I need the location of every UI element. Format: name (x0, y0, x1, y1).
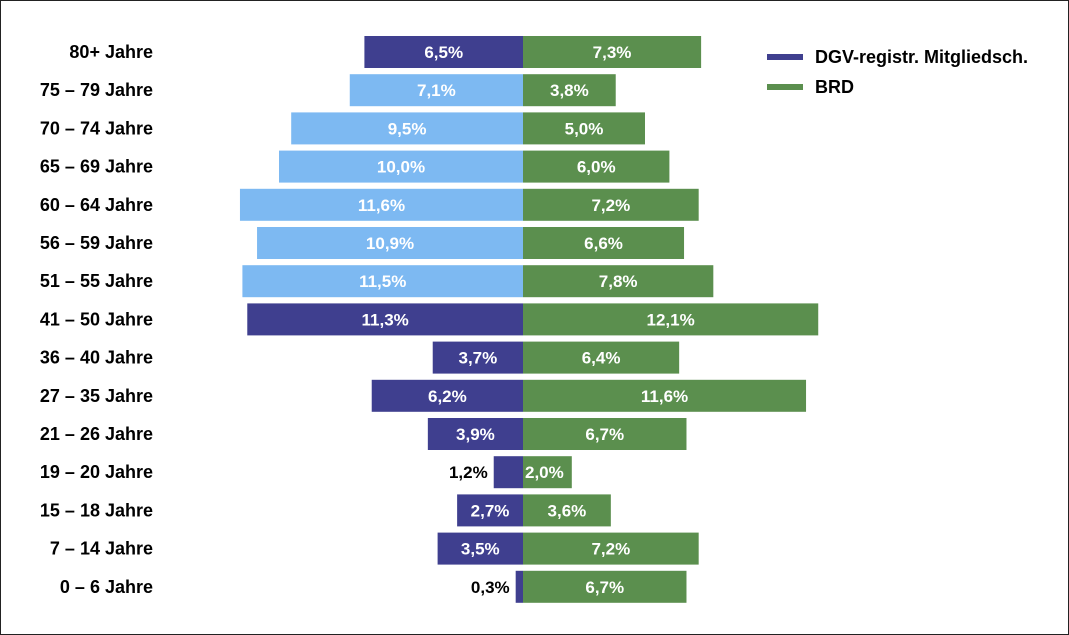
bar-left (247, 303, 523, 336)
series-left-bars (239, 36, 523, 603)
bar-left (493, 456, 523, 489)
category-label: 80+ Jahre (69, 42, 153, 62)
data-label-right: 7,2% (591, 540, 630, 559)
data-label-left: 1,2% (449, 463, 488, 482)
bar-left (457, 494, 523, 527)
bar-left (257, 227, 523, 259)
bar-left (427, 418, 523, 450)
value-labels: 6,5% 7,3% 7,1% 3,8% 9,5% 5,0% 10,0% 6,0% 11,6% 7,… (358, 43, 695, 597)
bar-left (515, 570, 523, 603)
category-label: 0 – 6 Jahre (60, 577, 153, 597)
bar-left (437, 532, 523, 565)
data-label-right: 6,6% (584, 234, 623, 253)
data-label-right: 6,0% (577, 158, 616, 177)
data-label-right: 7,2% (591, 196, 630, 215)
bar-left (291, 112, 523, 145)
category-label: 56 – 59 Jahre (40, 233, 153, 253)
bar-right (523, 150, 670, 183)
data-label-right: 5,0% (565, 119, 604, 138)
bar-right (523, 74, 616, 107)
data-label-right: 7,3% (593, 43, 632, 62)
data-label-left: 6,2% (428, 387, 467, 406)
category-label: 70 – 74 Jahre (40, 118, 153, 138)
bar-right (523, 418, 687, 450)
data-label-left: 10,9% (366, 234, 414, 253)
bar-left (364, 36, 523, 68)
bar-right (523, 303, 819, 336)
data-label-right: 6,7% (585, 425, 624, 444)
bar-right (523, 379, 807, 412)
category-label: 60 – 64 Jahre (40, 195, 153, 215)
bar-right (523, 36, 702, 68)
data-label-left: 3,5% (461, 540, 500, 559)
data-label-left: 2,7% (471, 501, 510, 520)
data-label-left: 0,3% (471, 578, 510, 597)
bar-right (523, 456, 572, 489)
series-right-bars (523, 36, 819, 603)
bar-right (523, 532, 699, 565)
category-label: 36 – 40 Jahre (40, 348, 153, 368)
data-label-left: 6,5% (424, 43, 463, 62)
data-label-right: 6,7% (585, 578, 624, 597)
data-label-left: 7,1% (417, 81, 456, 100)
data-label-right: 12,1% (647, 310, 695, 329)
data-label-right: 7,8% (599, 272, 638, 291)
category-label: 41 – 50 Jahre (40, 309, 153, 329)
data-label-right: 3,6% (548, 501, 587, 520)
bar-left (242, 265, 523, 298)
category-label: 75 – 79 Jahre (40, 80, 153, 100)
category-labels: 80+ Jahre 75 – 79 Jahre 70 – 74 Jahre 65 – … (40, 42, 153, 597)
category-label: 51 – 55 Jahre (40, 271, 153, 291)
bar-left (349, 74, 523, 107)
bar-left (279, 150, 523, 183)
data-label-left: 11,5% (359, 272, 406, 291)
data-label-left: 11,6% (358, 196, 405, 215)
data-label-right: 11,6% (641, 387, 688, 406)
bar-right (523, 227, 685, 259)
bar-right (523, 570, 687, 603)
category-label: 15 – 18 Jahre (40, 500, 153, 520)
legend-label-brd: BRD (815, 77, 854, 97)
data-label-left: 10,0% (377, 158, 425, 177)
bar-right (523, 494, 611, 527)
data-label-right: 6,4% (582, 349, 621, 368)
data-label-left: 3,9% (456, 425, 495, 444)
bar-right (523, 265, 714, 298)
bar-right (523, 188, 699, 221)
category-label: 65 – 69 Jahre (40, 157, 153, 177)
category-label: 21 – 26 Jahre (40, 424, 153, 444)
bar-left (239, 188, 523, 221)
bar-right (523, 112, 645, 145)
bar-right (523, 341, 680, 374)
legend: DGV-registr. Mitgliedsch. BRD (767, 47, 1028, 97)
category-label: 27 – 35 Jahre (40, 386, 153, 406)
category-label: 7 – 14 Jahre (50, 539, 153, 559)
data-label-right: 3,8% (550, 81, 589, 100)
bar-left (371, 379, 523, 412)
category-label: 19 – 20 Jahre (40, 462, 153, 482)
legend-label-dgv: DGV-registr. Mitgliedsch. (815, 47, 1028, 67)
data-label-left: 3,7% (458, 349, 497, 368)
data-label-left: 11,3% (362, 310, 409, 329)
data-label-right: 2,0% (525, 463, 564, 482)
data-label-left: 9,5% (388, 119, 427, 138)
bar-left (432, 341, 523, 374)
